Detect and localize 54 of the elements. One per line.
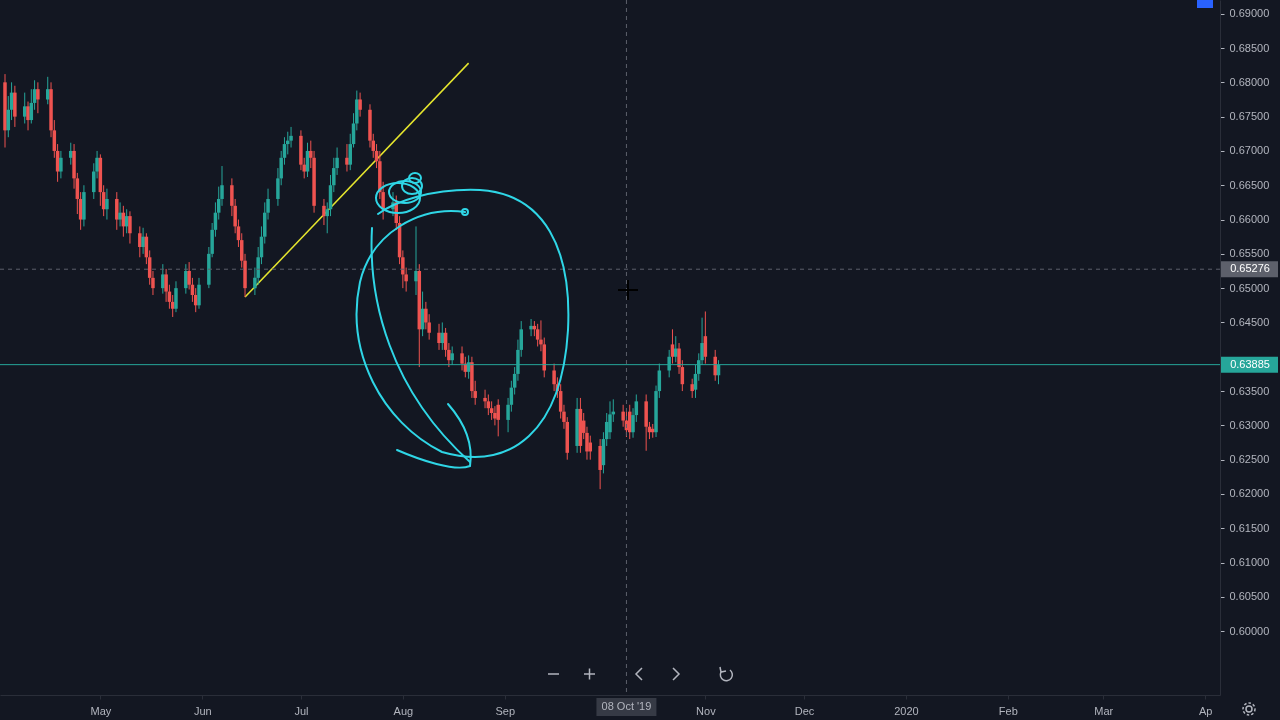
x-tick-label: Jul xyxy=(294,704,309,717)
candlestick xyxy=(141,227,145,255)
candlestick xyxy=(184,263,188,295)
ref-line-label: 08 Oct '19 xyxy=(601,700,652,712)
x-tick-label: Ap xyxy=(1198,704,1213,717)
candlestick xyxy=(437,323,441,351)
candlestick xyxy=(105,188,109,221)
candlestick xyxy=(690,378,694,399)
candlestick xyxy=(322,198,326,226)
candlestick xyxy=(358,92,362,118)
x-tick-label: Feb xyxy=(998,704,1018,717)
y-tick-label: 0.68000 xyxy=(1229,75,1270,88)
candlestick xyxy=(128,210,132,245)
candlestick xyxy=(535,323,540,347)
candlestick xyxy=(174,280,178,313)
candlestick xyxy=(414,225,418,296)
candlestick xyxy=(138,225,142,258)
x-tick-label: Aug xyxy=(393,704,414,717)
y-tick-label: 0.65000 xyxy=(1229,281,1270,294)
y-tick-label: 0.66000 xyxy=(1229,213,1270,226)
y-tick-label: 0.60500 xyxy=(1229,590,1270,603)
candlestick xyxy=(115,191,119,231)
candlestick xyxy=(59,150,63,179)
x-tick-label: Nov xyxy=(696,704,717,717)
y-tick-label: 0.61500 xyxy=(1229,521,1270,534)
y-tick-label: 0.69000 xyxy=(1229,7,1270,20)
y-tick-label: 0.65500 xyxy=(1229,247,1270,260)
candlestick xyxy=(496,398,500,437)
candlestick xyxy=(713,349,717,382)
candlestick xyxy=(36,81,40,114)
x-tick-label: Jun xyxy=(193,704,212,717)
y-tick-label: 0.67000 xyxy=(1229,144,1270,157)
x-tick-label: Dec xyxy=(794,704,815,717)
ref-line-label: 0.65276 xyxy=(1230,262,1270,275)
candlestick xyxy=(26,101,30,131)
ref-line-label: 0.63885 xyxy=(1230,357,1270,370)
x-tick-label: Mar xyxy=(1094,704,1114,717)
y-tick-label: 0.60000 xyxy=(1229,624,1270,637)
candlestick xyxy=(197,277,201,310)
y-tick-label: 0.61000 xyxy=(1229,556,1270,569)
y-tick-label: 0.64500 xyxy=(1229,315,1270,328)
candlestick xyxy=(22,92,27,124)
y-tick-label: 0.62500 xyxy=(1229,453,1270,466)
candlestick xyxy=(493,405,497,426)
x-tick-label: Sep xyxy=(495,704,516,717)
x-tick-label: May xyxy=(90,704,112,717)
y-tick-label: 0.63500 xyxy=(1229,384,1270,397)
candlestick xyxy=(118,201,122,227)
y-tick-label: 0.66500 xyxy=(1229,178,1270,191)
y-tick-label: 0.68500 xyxy=(1229,41,1270,54)
y-tick-label: 0.63000 xyxy=(1229,418,1270,431)
x-tick-label: 2020 xyxy=(894,704,919,717)
y-tick-label: 0.62000 xyxy=(1229,487,1270,500)
y-tick-label: 0.67500 xyxy=(1229,110,1270,123)
